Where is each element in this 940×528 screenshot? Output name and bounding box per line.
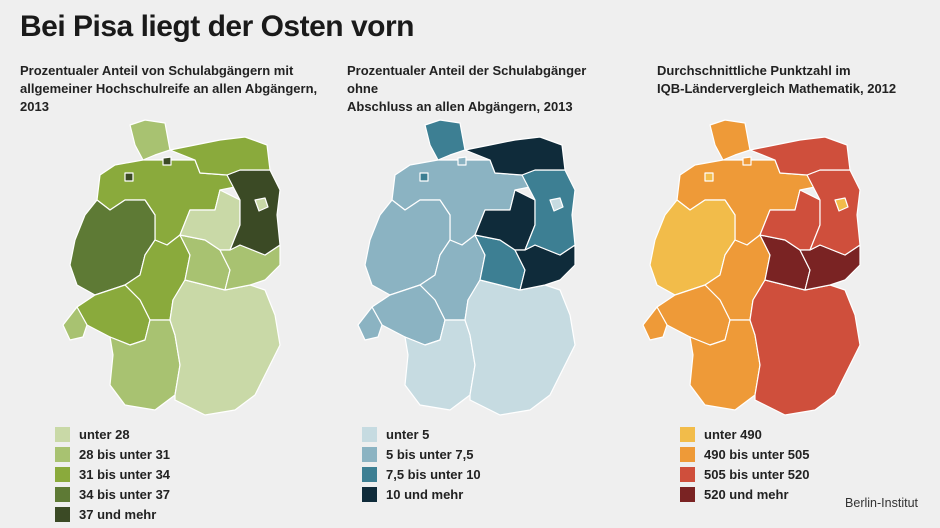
state-sh xyxy=(424,119,466,161)
legend-swatch xyxy=(680,466,695,482)
state-hh xyxy=(457,156,467,166)
state-be xyxy=(549,197,564,212)
state-bb xyxy=(806,169,861,256)
map1-subtitle-line1: Prozentualer Anteil von Schulabgängern m… xyxy=(20,63,294,78)
legend-label: 31 bis unter 34 xyxy=(79,466,171,482)
legend-item: 37 und mehr xyxy=(55,504,170,524)
state-by xyxy=(464,279,576,416)
legend-label: unter 28 xyxy=(79,426,130,442)
state-mv xyxy=(169,136,271,176)
legend-item: unter 490 xyxy=(680,424,810,444)
legend-swatch xyxy=(362,486,377,502)
state-sn xyxy=(514,244,576,291)
legend-swatch xyxy=(362,426,377,442)
map3-subtitle: Durchschnittliche Punktzahl im IQB-Lände… xyxy=(657,62,897,98)
legend-item: 28 bis unter 31 xyxy=(55,444,170,464)
legend-swatch xyxy=(680,426,695,442)
legend-label: 37 und mehr xyxy=(79,506,157,522)
legend-item: 7,5 bis unter 10 xyxy=(362,464,481,484)
state-bb xyxy=(521,169,576,256)
germany-map-svg xyxy=(357,119,576,416)
legend-label: 28 bis unter 31 xyxy=(79,446,171,462)
germany-map-svg xyxy=(62,119,281,416)
legend-label: 5 bis unter 7,5 xyxy=(386,446,474,462)
legend-swatch xyxy=(55,486,70,502)
state-sh xyxy=(129,119,171,161)
legend-swatch xyxy=(55,506,70,522)
state-bb xyxy=(226,169,281,256)
legend-ohne-abschluss: unter 5 5 bis unter 7,5 7,5 bis unter 10 10… xyxy=(362,424,481,504)
legend-swatch xyxy=(55,466,70,482)
legend-label: unter 490 xyxy=(704,426,762,442)
legend-label: 10 und mehr xyxy=(386,486,464,502)
state-hb xyxy=(419,172,429,182)
state-mv xyxy=(464,136,566,176)
map-mathematik xyxy=(615,115,895,420)
state-hb xyxy=(124,172,134,182)
state-hh xyxy=(162,156,172,166)
legend-label: 520 und mehr xyxy=(704,486,789,502)
legend-label: 34 bis unter 37 xyxy=(79,486,171,502)
legend-hochschulreife: unter 28 28 bis unter 31 31 bis unter 34 34… xyxy=(55,424,170,524)
state-be xyxy=(254,197,269,212)
legend-item: unter 5 xyxy=(362,424,481,444)
legend-mathematik: unter 490 490 bis unter 505 505 bis unter … xyxy=(680,424,810,504)
legend-label: 7,5 bis unter 10 xyxy=(386,466,481,482)
state-sn xyxy=(799,244,861,291)
legend-item: 490 bis unter 505 xyxy=(680,444,810,464)
map2-subtitle-line2: Abschluss an allen Abgängern, 2013 xyxy=(347,99,573,114)
source-credit: Berlin-Institut xyxy=(845,496,918,510)
legend-item: 5 bis unter 7,5 xyxy=(362,444,481,464)
state-sl xyxy=(62,306,88,341)
legend-item: 520 und mehr xyxy=(680,484,810,504)
state-sl xyxy=(357,306,383,341)
legend-swatch xyxy=(55,446,70,462)
state-be xyxy=(834,197,849,212)
map1-subtitle-line2: allgemeiner Hochschulreife an allen Abgä… xyxy=(20,81,318,114)
state-hb xyxy=(704,172,714,182)
state-sh xyxy=(709,119,751,161)
legend-swatch xyxy=(680,446,695,462)
legend-swatch xyxy=(362,466,377,482)
state-by xyxy=(169,279,281,416)
germany-map-svg xyxy=(642,119,861,416)
state-sl xyxy=(642,306,668,341)
legend-item: 505 bis unter 520 xyxy=(680,464,810,484)
legend-swatch xyxy=(680,486,695,502)
legend-swatch xyxy=(55,426,70,442)
map1-subtitle: Prozentualer Anteil von Schulabgängern m… xyxy=(20,62,320,116)
map2-subtitle-line1: Prozentualer Anteil der Schulabgänger oh… xyxy=(347,63,587,96)
map3-subtitle-line2: IQB-Ländervergleich Mathematik, 2012 xyxy=(657,81,897,96)
legend-item: unter 28 xyxy=(55,424,170,444)
state-hh xyxy=(742,156,752,166)
state-by xyxy=(749,279,861,416)
legend-label: 490 bis unter 505 xyxy=(704,446,810,462)
map3-subtitle-line1: Durchschnittliche Punktzahl im xyxy=(657,63,851,78)
state-mv xyxy=(749,136,851,176)
legend-item: 34 bis unter 37 xyxy=(55,484,170,504)
legend-item: 10 und mehr xyxy=(362,484,481,504)
state-sn xyxy=(219,244,281,291)
map2-subtitle: Prozentualer Anteil der Schulabgänger oh… xyxy=(347,62,607,116)
map-hochschulreife xyxy=(35,115,315,420)
legend-swatch xyxy=(362,446,377,462)
legend-label: unter 5 xyxy=(386,426,430,442)
page-title: Bei Pisa liegt der Osten vorn xyxy=(20,10,414,43)
legend-label: 505 bis unter 520 xyxy=(704,466,810,482)
legend-item: 31 bis unter 34 xyxy=(55,464,170,484)
map-ohne-abschluss xyxy=(330,115,610,420)
